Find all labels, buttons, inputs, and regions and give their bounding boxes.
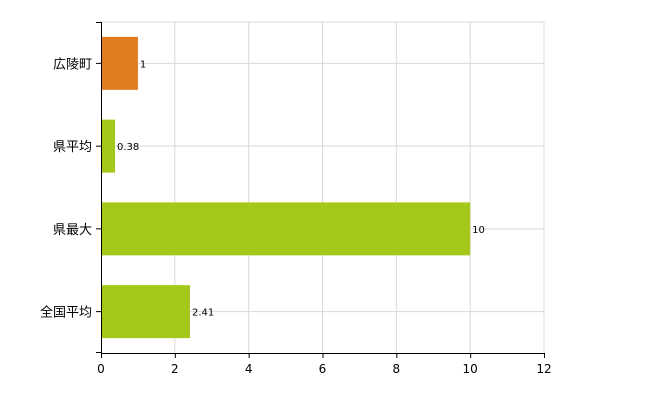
x-tick-label: 2	[171, 362, 179, 376]
x-tick-label: 8	[393, 362, 401, 376]
category-label: 全国平均	[40, 305, 92, 321]
data-label: 2.41	[192, 308, 214, 319]
x-tick-label: 10	[463, 362, 478, 376]
bar	[101, 119, 116, 173]
bar	[101, 202, 471, 256]
x-tick-label: 6	[319, 362, 327, 376]
axes	[96, 22, 545, 358]
x-tick-label: 0	[97, 362, 105, 376]
bar	[101, 36, 138, 90]
bar	[101, 285, 190, 339]
x-tick-label: 4	[245, 362, 253, 376]
labels: 1 広陵町 0.38 県平均 10 県最大 2.41 全国平均 0 2 4 6 8 10 12	[40, 57, 552, 376]
bars	[101, 36, 471, 339]
category-label: 県平均	[53, 140, 92, 155]
category-label: 広陵町	[53, 57, 92, 72]
category-label: 県最大	[53, 223, 92, 238]
data-label: 1	[140, 59, 146, 70]
data-label: 0.38	[117, 142, 139, 153]
data-label: 10	[472, 225, 485, 236]
x-tick-label: 12	[536, 362, 551, 376]
